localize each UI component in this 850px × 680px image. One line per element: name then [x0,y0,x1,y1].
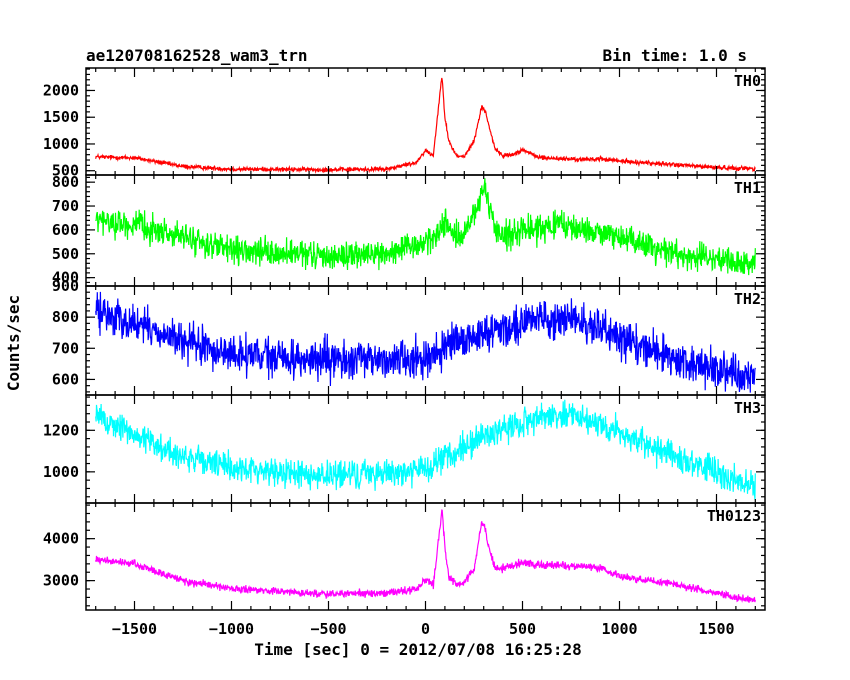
series-th0123 [95,509,756,603]
y-tick-label: 1000 [43,463,79,481]
x-axis-label: Time [sec] 0 = 2012/07/08 16:25:28 [254,640,582,659]
x-tick-label: −500 [310,620,346,638]
y-tick-label: 500 [52,245,79,263]
y-tick-label: 600 [52,370,79,388]
x-axis: −1500 −1000 −500 0 500 1000 1500 [112,620,735,638]
y-tick-label: 2000 [43,81,79,99]
panel-label-th1: TH1 [734,179,761,197]
y-tick-label: 700 [52,197,79,215]
bin-time-label: Bin time: 1.0 s [603,46,748,65]
panel-label-th0123: TH0123 [707,507,761,525]
panel-label-th2: TH2 [734,290,761,308]
panel-th2: 600 700 800 900 TH2 [52,277,766,396]
panels: 500 1000 1500 2000 TH0 400 500 600 700 800 TH1 600 7… [43,67,766,611]
y-tick-label: 1200 [43,421,79,439]
series-th3 [95,399,756,500]
y-tick-label: 1500 [43,108,79,126]
panel-label-th3: TH3 [734,399,761,417]
panel-th1: 400 500 600 700 800 TH1 [52,173,766,287]
panel-frame [85,67,766,176]
y-tick-label: 4000 [43,530,79,548]
series-th2 [95,291,756,393]
panel-label-th0: TH0 [734,72,761,90]
panel-th0123: 3000 4000 TH0123 [43,502,766,611]
series-th1 [95,178,756,276]
y-axis-label: Counts/sec [4,295,23,391]
y-tick-label: 600 [52,221,79,239]
y-tick-label: 3000 [43,572,79,590]
series-th0 [95,77,756,174]
chart-title: ae120708162528_wam3_trn [86,46,308,65]
y-tick-label: 400 [52,269,79,287]
panel-th0: 500 1000 1500 2000 TH0 [43,67,766,180]
y-tick-label: 1000 [43,135,79,153]
x-tick-label: −1500 [112,620,157,638]
x-tick-label: 1500 [698,620,734,638]
panel-th3: 1000 1200 TH3 [43,394,766,504]
x-tick-label: 0 [421,620,430,638]
y-tick-label: 800 [52,173,79,191]
x-tick-label: −1000 [209,620,254,638]
panel-frame [85,502,766,611]
y-tick-label: 900 [52,277,79,295]
y-tick-label: 500 [52,162,79,180]
x-tick-label: 500 [509,620,536,638]
y-tick-label: 700 [52,339,79,357]
y-tick-label: 800 [52,308,79,326]
panel-frame [85,174,766,287]
x-tick-label: 1000 [601,620,637,638]
